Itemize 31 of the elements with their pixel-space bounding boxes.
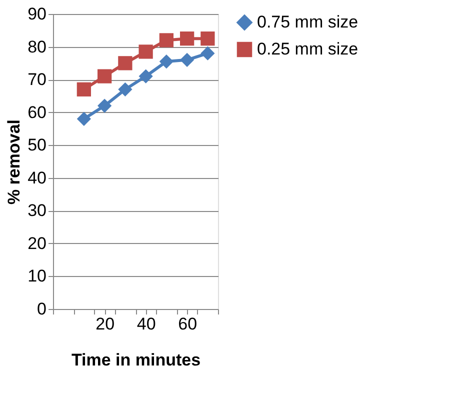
y-tick-label: 60 (28, 102, 46, 122)
y-tick-label: 0 (37, 300, 46, 318)
point (138, 44, 153, 59)
y-tick-label: 90 (28, 4, 46, 24)
point (97, 69, 112, 84)
point (76, 112, 92, 126)
point (138, 69, 153, 84)
point (200, 46, 215, 60)
point (159, 33, 174, 48)
point (118, 56, 132, 70)
point (97, 98, 112, 113)
y-tick-label: 50 (28, 136, 46, 155)
y-tick-label: 30 (28, 201, 46, 220)
point (76, 82, 92, 96)
point (180, 32, 194, 46)
y-axis-title: % removal (4, 119, 24, 205)
point (159, 54, 174, 69)
y-tick-label: 10 (28, 266, 46, 286)
x-tick-label: 40 (136, 314, 156, 334)
x-tick-label: 20 (96, 314, 115, 334)
x-tick-label: 60 (178, 314, 198, 334)
legend-label: 0.25 mm size (257, 40, 358, 58)
legend-label: 0.75 mm size (257, 12, 358, 32)
point (180, 52, 194, 67)
y-tick-label: 80 (28, 37, 46, 56)
point (200, 32, 215, 46)
y-tick-label: 70 (28, 70, 46, 90)
y-tick-label: 40 (28, 168, 46, 188)
point (118, 82, 132, 96)
y-tick-label: 20 (28, 234, 46, 253)
x-axis-title: Time in minutes (71, 350, 201, 370)
